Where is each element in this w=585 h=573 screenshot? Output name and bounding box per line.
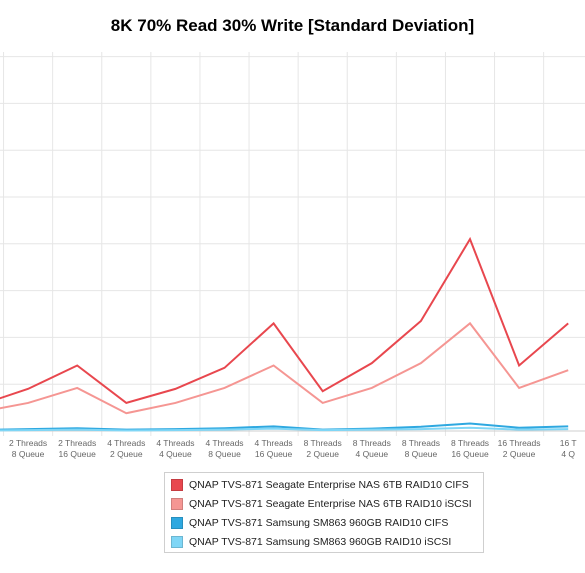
x-tick-label: 4 Threads 4 Queue — [156, 438, 194, 459]
legend-label: QNAP TVS-871 Seagate Enterprise NAS 6TB … — [189, 497, 472, 510]
legend-label: QNAP TVS-871 Samsung SM863 960GB RAID10 … — [189, 535, 452, 548]
x-tick-label: 8 Threads 4 Queue — [353, 438, 391, 459]
x-tick-label: 4 Threads 2 Queue — [107, 438, 145, 459]
grid-lines — [0, 52, 585, 436]
x-tick-label: 16 Threads 2 Queue — [498, 438, 541, 459]
series-line-3 — [0, 426, 569, 432]
legend-swatch — [171, 478, 183, 491]
x-tick-label: 4 Threads 16 Queue — [255, 438, 293, 459]
legend-swatch — [171, 516, 183, 529]
legend-label: QNAP TVS-871 Samsung SM863 960GB RAID10 … — [189, 516, 449, 529]
series-lines — [0, 236, 569, 432]
series-line-0 — [0, 236, 569, 405]
legend-label: QNAP TVS-871 Seagate Enterprise NAS 6TB … — [189, 478, 469, 491]
series-line-1 — [0, 321, 569, 415]
x-tick-label: 8 Threads 2 Queue — [304, 438, 342, 459]
chart-title: 8K 70% Read 30% Write [Standard Deviatio… — [110, 16, 475, 35]
series-line-2 — [0, 422, 569, 431]
x-tick-label: 8 Threads 8 Queue — [402, 438, 440, 459]
legend-swatch — [171, 497, 183, 510]
x-tick-label: 2 Threads 8 Queue — [9, 438, 47, 459]
x-tick-label: 8 Threads 16 Queue — [451, 438, 489, 459]
x-tick-label: 2 Threads 16 Queue — [58, 438, 96, 459]
x-tick-label: 4 Threads 8 Queue — [205, 438, 243, 459]
legend-item[interactable]: QNAP TVS-871 Seagate Enterprise NAS 6TB … — [171, 475, 477, 494]
legend-item[interactable]: QNAP TVS-871 Samsung SM863 960GB RAID10 … — [171, 513, 477, 532]
legend: QNAP TVS-871 Seagate Enterprise NAS 6TB … — [164, 472, 484, 553]
legend-item[interactable]: QNAP TVS-871 Samsung SM863 960GB RAID10 … — [171, 532, 477, 551]
legend-item[interactable]: QNAP TVS-871 Seagate Enterprise NAS 6TB … — [171, 494, 477, 513]
legend-swatch — [171, 535, 183, 548]
